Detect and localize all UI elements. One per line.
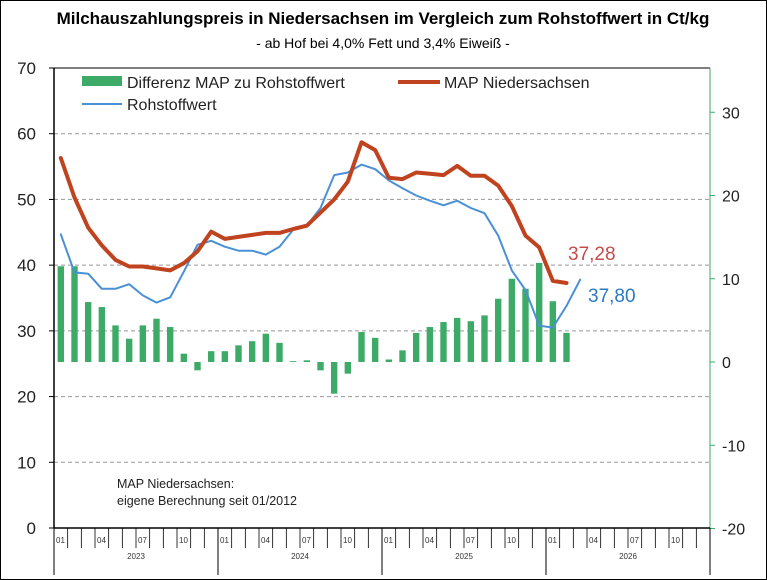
y-tick-label-left: 50 [17, 190, 36, 209]
legend: Differenz MAP zu Rohstoffwert MAP Nieder… [82, 75, 590, 114]
bar-difference [440, 322, 447, 362]
bar-difference [522, 288, 529, 362]
bar-difference [426, 327, 434, 362]
y-tick-label-right: -20 [722, 522, 745, 539]
bar-difference [221, 351, 229, 362]
y-tick-label-left: 30 [17, 322, 36, 341]
line-map-niedersachsen [58, 140, 569, 285]
annotation-map-last: 37,28 [568, 244, 616, 265]
x-month-label: 04 [589, 536, 598, 545]
bar-difference [276, 342, 283, 362]
x-month-label: 07 [302, 536, 311, 545]
bar-difference [235, 345, 242, 362]
bar-difference [494, 298, 502, 362]
x-month-label: 07 [138, 536, 147, 545]
x-year-label: 2025 [455, 552, 473, 561]
x-year-label: 2023 [127, 552, 145, 561]
bar-difference [330, 362, 338, 394]
bar-difference [98, 307, 106, 362]
x-month-label: 10 [343, 536, 352, 545]
legend-label-difference: Differenz MAP zu Rohstoffwert [127, 75, 345, 92]
y-tick-label-right: 0 [722, 355, 731, 372]
x-month-label: 01 [384, 536, 393, 545]
note-line-2: eigene Berechnung seit 01/2012 [117, 494, 297, 508]
x-month-label: 10 [507, 536, 516, 545]
y-tick-label-left: 60 [17, 125, 36, 144]
bar-difference [549, 301, 557, 362]
bar-difference [207, 351, 215, 362]
bars-difference [57, 262, 570, 394]
bar-difference [303, 360, 311, 362]
bar-difference [153, 318, 160, 362]
y-tick-label-right: 20 [722, 189, 740, 206]
bar-difference [112, 325, 119, 362]
y-tick-label-left: 10 [17, 453, 36, 472]
bar-difference [317, 362, 324, 371]
gridlines [54, 133, 710, 463]
chart-title: Milchauszahlungspreis in Niedersachsen i… [57, 9, 710, 28]
bar-difference [262, 333, 270, 362]
x-month-label: 10 [179, 536, 188, 545]
x-year-label: 2026 [619, 552, 637, 561]
bar-difference [563, 332, 570, 362]
bar-difference [385, 359, 393, 362]
legend-label-map: MAP Niedersachsen [444, 75, 590, 92]
lines [58, 140, 582, 329]
x-month-label: 01 [548, 536, 557, 545]
note-line-1: MAP Niedersachsen: [117, 477, 234, 491]
bar-difference [139, 325, 147, 362]
x-month-label: 04 [97, 536, 106, 545]
legend-swatch-difference [82, 76, 122, 86]
x-month-label: 07 [630, 536, 639, 545]
bar-difference [467, 321, 475, 362]
x-month-label: 01 [220, 536, 229, 545]
y-tick-label-right: 10 [722, 272, 740, 289]
annotation-rohstoffwert-last: 37,80 [588, 286, 636, 307]
y-tick-label-left: 0 [27, 519, 36, 538]
y-tick-label-left: 70 [17, 59, 36, 78]
y-tick-label-right: 30 [722, 105, 740, 122]
bar-difference [358, 332, 365, 362]
bar-difference [453, 317, 461, 362]
bar-difference [399, 350, 406, 362]
y-tick-label-left: 20 [17, 388, 36, 407]
bar-difference [371, 337, 379, 362]
legend-label-rohstoffwert: Rohstoffwert [127, 97, 217, 114]
bar-difference [57, 266, 65, 362]
bar-difference [125, 338, 133, 362]
bar-difference [248, 341, 256, 362]
x-month-label: 10 [671, 536, 680, 545]
bar-difference [71, 266, 78, 362]
bar-difference [84, 302, 92, 362]
x-month-label: 01 [56, 536, 65, 545]
bar-difference [535, 262, 543, 362]
x-month-label: 07 [466, 536, 475, 545]
bar-difference [412, 332, 420, 362]
x-year-label: 2024 [291, 552, 309, 561]
x-month-label: 04 [261, 536, 270, 545]
bar-difference [166, 327, 174, 362]
bar-difference [344, 362, 352, 374]
bar-difference [289, 361, 297, 362]
y-tick-label-left: 40 [17, 256, 36, 275]
y-tick-label-right: -10 [722, 438, 745, 455]
bar-difference [481, 315, 488, 362]
chart-subtitle: - ab Hof bei 4,0% Fett und 3,4% Eiweiß - [256, 35, 510, 51]
x-month-label: 04 [425, 536, 434, 545]
bar-difference [194, 362, 201, 371]
bar-difference [508, 278, 516, 362]
bar-difference [180, 353, 188, 362]
